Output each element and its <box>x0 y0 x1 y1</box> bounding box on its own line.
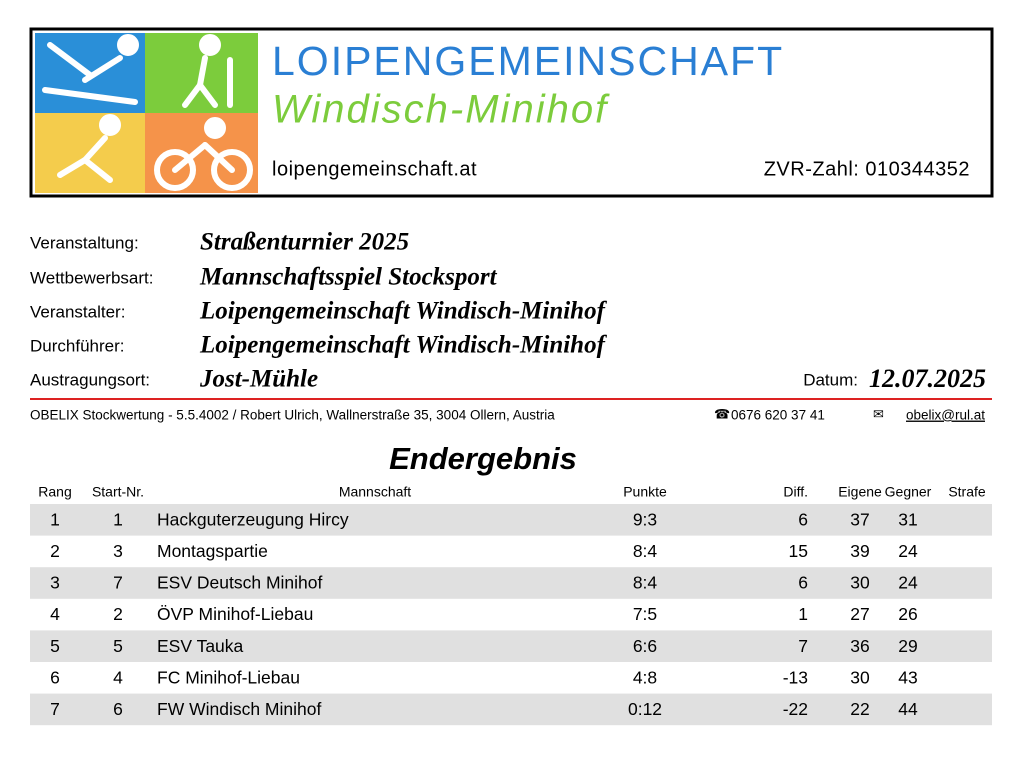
row-shade <box>30 567 992 599</box>
org-title: LOIPENGEMEINSCHAFT <box>272 38 784 84</box>
column-header: Diff. <box>783 484 808 500</box>
cell: 6 <box>113 699 123 719</box>
cell: 7:5 <box>633 604 657 624</box>
info-label: Veranstalter: <box>30 302 125 321</box>
info-label: Wettbewerbsart: <box>30 268 153 287</box>
cell: 1 <box>798 604 808 624</box>
column-header: Strafe <box>948 484 986 500</box>
software-info: OBELIX Stockwertung - 5.5.4002 / Robert … <box>30 408 555 423</box>
cell: 6:6 <box>633 636 657 656</box>
phone: 0676 620 37 41 <box>731 408 825 423</box>
cell: 31 <box>898 509 917 529</box>
cell: 39 <box>850 541 869 561</box>
cell: 6 <box>798 573 808 593</box>
column-header: Start-Nr. <box>92 484 144 500</box>
cell: 24 <box>898 541 918 561</box>
cell: 6 <box>50 667 60 687</box>
info-value: Straßenturnier 2025 <box>200 229 409 256</box>
cell: 1 <box>50 509 60 529</box>
cell: 22 <box>850 699 869 719</box>
phone-icon: ☎ <box>714 406 730 421</box>
cell: 4 <box>50 604 60 624</box>
cell: 5 <box>50 636 60 656</box>
cell: 30 <box>850 667 870 687</box>
column-header: Eigene <box>838 484 882 500</box>
cell: 8:4 <box>633 541 658 561</box>
info-label: Austragungsort: <box>30 370 150 389</box>
cell: ESV Tauka <box>157 636 244 656</box>
cell: 15 <box>789 541 808 561</box>
cell: 0:12 <box>628 699 662 719</box>
info-label: Veranstaltung: <box>30 233 139 252</box>
cell: 4 <box>113 667 123 687</box>
cell: -22 <box>783 699 808 719</box>
cell: 4:8 <box>633 667 657 687</box>
column-header: Gegner <box>885 484 932 500</box>
cell: 7 <box>798 636 808 656</box>
cell: 27 <box>850 604 869 624</box>
org-subtitle: Windisch-Minihof <box>272 88 610 132</box>
info-value: Loipengemeinschaft Windisch-Minihof <box>199 298 608 325</box>
mail-icon: ✉ <box>873 406 884 421</box>
cell: 26 <box>898 604 917 624</box>
info-value: Mannschaftsspiel Stocksport <box>199 264 498 291</box>
icon-figures <box>42 34 253 191</box>
cell: 44 <box>898 699 918 719</box>
cell: 29 <box>898 636 917 656</box>
zvr: ZVR-Zahl: 010344352 <box>764 158 970 180</box>
cell: 3 <box>113 541 123 561</box>
result-title: Endergebnis <box>389 441 577 476</box>
email[interactable]: obelix@rul.at <box>906 408 985 423</box>
cell: 43 <box>898 667 917 687</box>
cell: 2 <box>113 604 123 624</box>
cell: Hackguterzeugung Hircy <box>157 509 349 529</box>
column-header: Rang <box>38 484 71 500</box>
column-header: Punkte <box>623 484 667 500</box>
cell: 6 <box>798 509 808 529</box>
cell: 30 <box>850 573 870 593</box>
cell: ESV Deutsch Minihof <box>157 573 322 593</box>
cell: Montagspartie <box>157 541 268 561</box>
cell: 7 <box>50 699 60 719</box>
cell: FW Windisch Minihof <box>157 699 321 719</box>
column-header: Mannschaft <box>339 484 411 500</box>
cell: -13 <box>783 667 808 687</box>
cell: 24 <box>898 573 918 593</box>
website: loipengemeinschaft.at <box>272 158 477 180</box>
cell: 8:4 <box>633 573 658 593</box>
info-label: Durchführer: <box>30 336 124 355</box>
cell: 2 <box>50 541 60 561</box>
cell: 3 <box>50 573 60 593</box>
cell: FC Minihof-Liebau <box>157 667 300 687</box>
cell: 36 <box>850 636 869 656</box>
cell: 7 <box>113 573 123 593</box>
row-shade <box>30 693 992 726</box>
cell: 9:3 <box>633 509 657 529</box>
cell: 5 <box>113 636 123 656</box>
info-value: Loipengemeinschaft Windisch-Minihof <box>199 332 608 359</box>
row-shade <box>30 630 992 662</box>
date-value: 12.07.2025 <box>869 364 986 393</box>
cell: 1 <box>113 509 123 529</box>
cell: 37 <box>850 509 869 529</box>
row-shade <box>30 504 992 536</box>
cell: ÖVP Minihof-Liebau <box>157 604 313 624</box>
date-label: Datum: <box>803 370 858 389</box>
info-value: Jost-Mühle <box>199 366 318 393</box>
